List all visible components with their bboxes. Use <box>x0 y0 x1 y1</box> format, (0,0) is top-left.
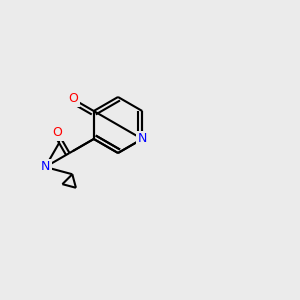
Text: O: O <box>68 92 78 106</box>
Text: N: N <box>138 133 147 146</box>
Text: N: N <box>40 160 50 173</box>
Text: O: O <box>52 126 62 139</box>
Text: N: N <box>138 133 147 146</box>
